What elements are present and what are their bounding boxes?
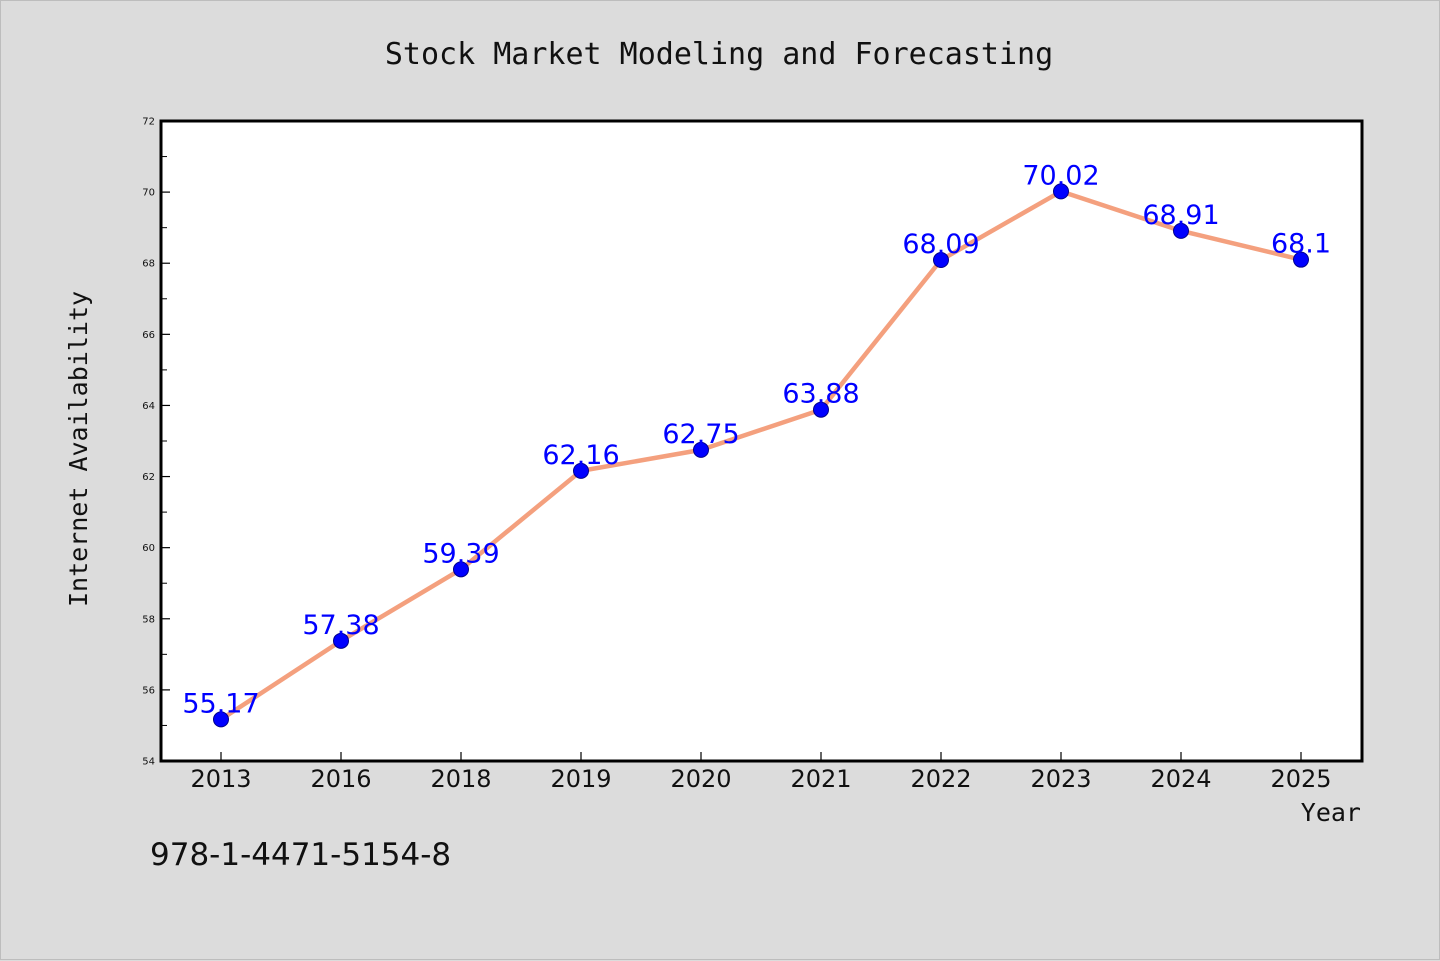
data-point xyxy=(693,441,709,458)
y-tick-label: 64 xyxy=(142,401,155,412)
data-point xyxy=(933,252,949,269)
x-tick-label: 2021 xyxy=(790,765,851,793)
data-label: 59.39 xyxy=(422,538,499,569)
data-label: 55.17 xyxy=(182,688,259,719)
data-point xyxy=(1293,251,1309,268)
y-tick-label: 68 xyxy=(142,259,155,270)
y-tick-label: 54 xyxy=(142,757,155,768)
data-label: 68.1 xyxy=(1271,229,1331,260)
data-point xyxy=(453,561,469,578)
y-tick-label: 66 xyxy=(142,330,155,341)
data-point xyxy=(573,462,589,479)
y-axis-title: Internet Availability xyxy=(64,291,93,607)
data-label: 68.91 xyxy=(1142,200,1219,231)
y-tick-label: 72 xyxy=(142,117,155,128)
data-label: 62.75 xyxy=(662,419,739,450)
data-point xyxy=(333,632,349,649)
x-axis-ticks: 2013 2016 2018 2019 2020 2021 2022 2023 2024 2025 xyxy=(190,752,1332,793)
y-tick-label: 56 xyxy=(142,685,155,696)
x-axis-title: Year xyxy=(1301,798,1361,827)
x-tick-label: 2022 xyxy=(910,765,971,793)
data-point xyxy=(1173,222,1189,239)
y-tick-label: 62 xyxy=(142,472,155,483)
x-tick-label: 2025 xyxy=(1270,765,1331,793)
data-labels-layer: 55.17 57.38 59.39 62.16 62.75 63.88 68.09 70.02… xyxy=(182,160,1331,719)
isbn-annotation: 978-1-4471-5154-8 xyxy=(150,837,451,873)
y-tick-label: 70 xyxy=(142,188,155,199)
series-layer xyxy=(213,183,1309,728)
y-tick-label: 60 xyxy=(142,543,155,554)
x-tick-label: 2019 xyxy=(550,765,611,793)
x-tick-label: 2013 xyxy=(190,765,251,793)
x-tick-label: 2016 xyxy=(310,765,371,793)
data-label: 57.38 xyxy=(302,610,379,641)
y-tick-label: 58 xyxy=(142,614,155,625)
data-label: 62.16 xyxy=(542,440,619,471)
y-axis-ticks: 54 56 58 60 62 64 66 68 70 72 xyxy=(142,117,170,768)
plot-area xyxy=(159,119,1364,763)
data-point xyxy=(213,711,229,728)
data-point xyxy=(1053,183,1069,200)
x-tick-label: 2018 xyxy=(430,765,491,793)
x-tick-label: 2023 xyxy=(1030,765,1091,793)
chart-title: Stock Market Modeling and Forecasting xyxy=(385,37,1053,72)
data-label: 63.88 xyxy=(782,379,859,410)
x-tick-label: 2024 xyxy=(1150,765,1211,793)
data-point xyxy=(813,401,829,418)
series-line xyxy=(218,189,1304,722)
data-label: 70.02 xyxy=(1022,160,1099,191)
data-label: 68.09 xyxy=(902,229,979,260)
x-tick-label: 2020 xyxy=(670,765,731,793)
